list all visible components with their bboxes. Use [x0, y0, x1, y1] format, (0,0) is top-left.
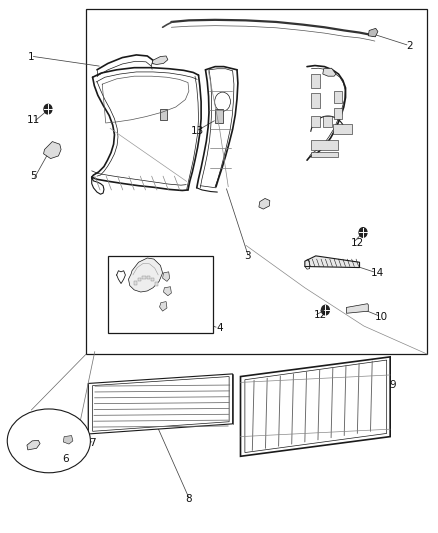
Text: 10: 10: [374, 312, 387, 322]
Bar: [310, 74, 319, 88]
Text: 2: 2: [406, 41, 412, 51]
Circle shape: [321, 305, 328, 315]
Bar: [138, 278, 141, 281]
Bar: [332, 124, 351, 134]
Bar: [215, 109, 223, 123]
Bar: [154, 282, 157, 286]
Bar: [160, 109, 166, 120]
Polygon shape: [367, 28, 377, 37]
Ellipse shape: [7, 409, 90, 473]
Text: 5: 5: [30, 171, 37, 181]
Polygon shape: [163, 287, 171, 296]
Text: 8: 8: [185, 494, 192, 504]
Polygon shape: [322, 68, 335, 76]
Bar: [86, 9, 426, 354]
Text: 4: 4: [215, 322, 223, 333]
Polygon shape: [240, 357, 389, 456]
Bar: [108, 256, 212, 333]
Bar: [134, 281, 137, 285]
Circle shape: [44, 104, 52, 114]
Bar: [147, 276, 150, 279]
Polygon shape: [27, 440, 40, 450]
Text: 6: 6: [62, 454, 69, 464]
Polygon shape: [128, 258, 162, 292]
Bar: [142, 276, 145, 279]
Text: 12: 12: [313, 310, 326, 320]
Bar: [151, 278, 154, 281]
Text: 3: 3: [244, 251, 251, 261]
Circle shape: [358, 228, 366, 237]
Bar: [311, 140, 337, 150]
Polygon shape: [258, 198, 269, 209]
Polygon shape: [159, 302, 166, 311]
Polygon shape: [346, 304, 367, 313]
Polygon shape: [162, 272, 169, 281]
Text: 7: 7: [89, 438, 95, 448]
Polygon shape: [152, 56, 167, 64]
Polygon shape: [88, 374, 232, 434]
Text: 14: 14: [370, 268, 383, 278]
Text: 12: 12: [350, 238, 363, 247]
Bar: [310, 116, 319, 127]
Bar: [311, 152, 337, 157]
Polygon shape: [304, 256, 359, 268]
Bar: [322, 116, 332, 127]
Bar: [310, 93, 319, 108]
Bar: [333, 108, 341, 119]
Bar: [333, 91, 341, 103]
Text: 13: 13: [191, 126, 204, 136]
Text: 9: 9: [388, 379, 395, 390]
Polygon shape: [43, 142, 61, 159]
Polygon shape: [63, 435, 73, 444]
Text: 1: 1: [28, 52, 35, 61]
Text: 11: 11: [27, 115, 40, 125]
